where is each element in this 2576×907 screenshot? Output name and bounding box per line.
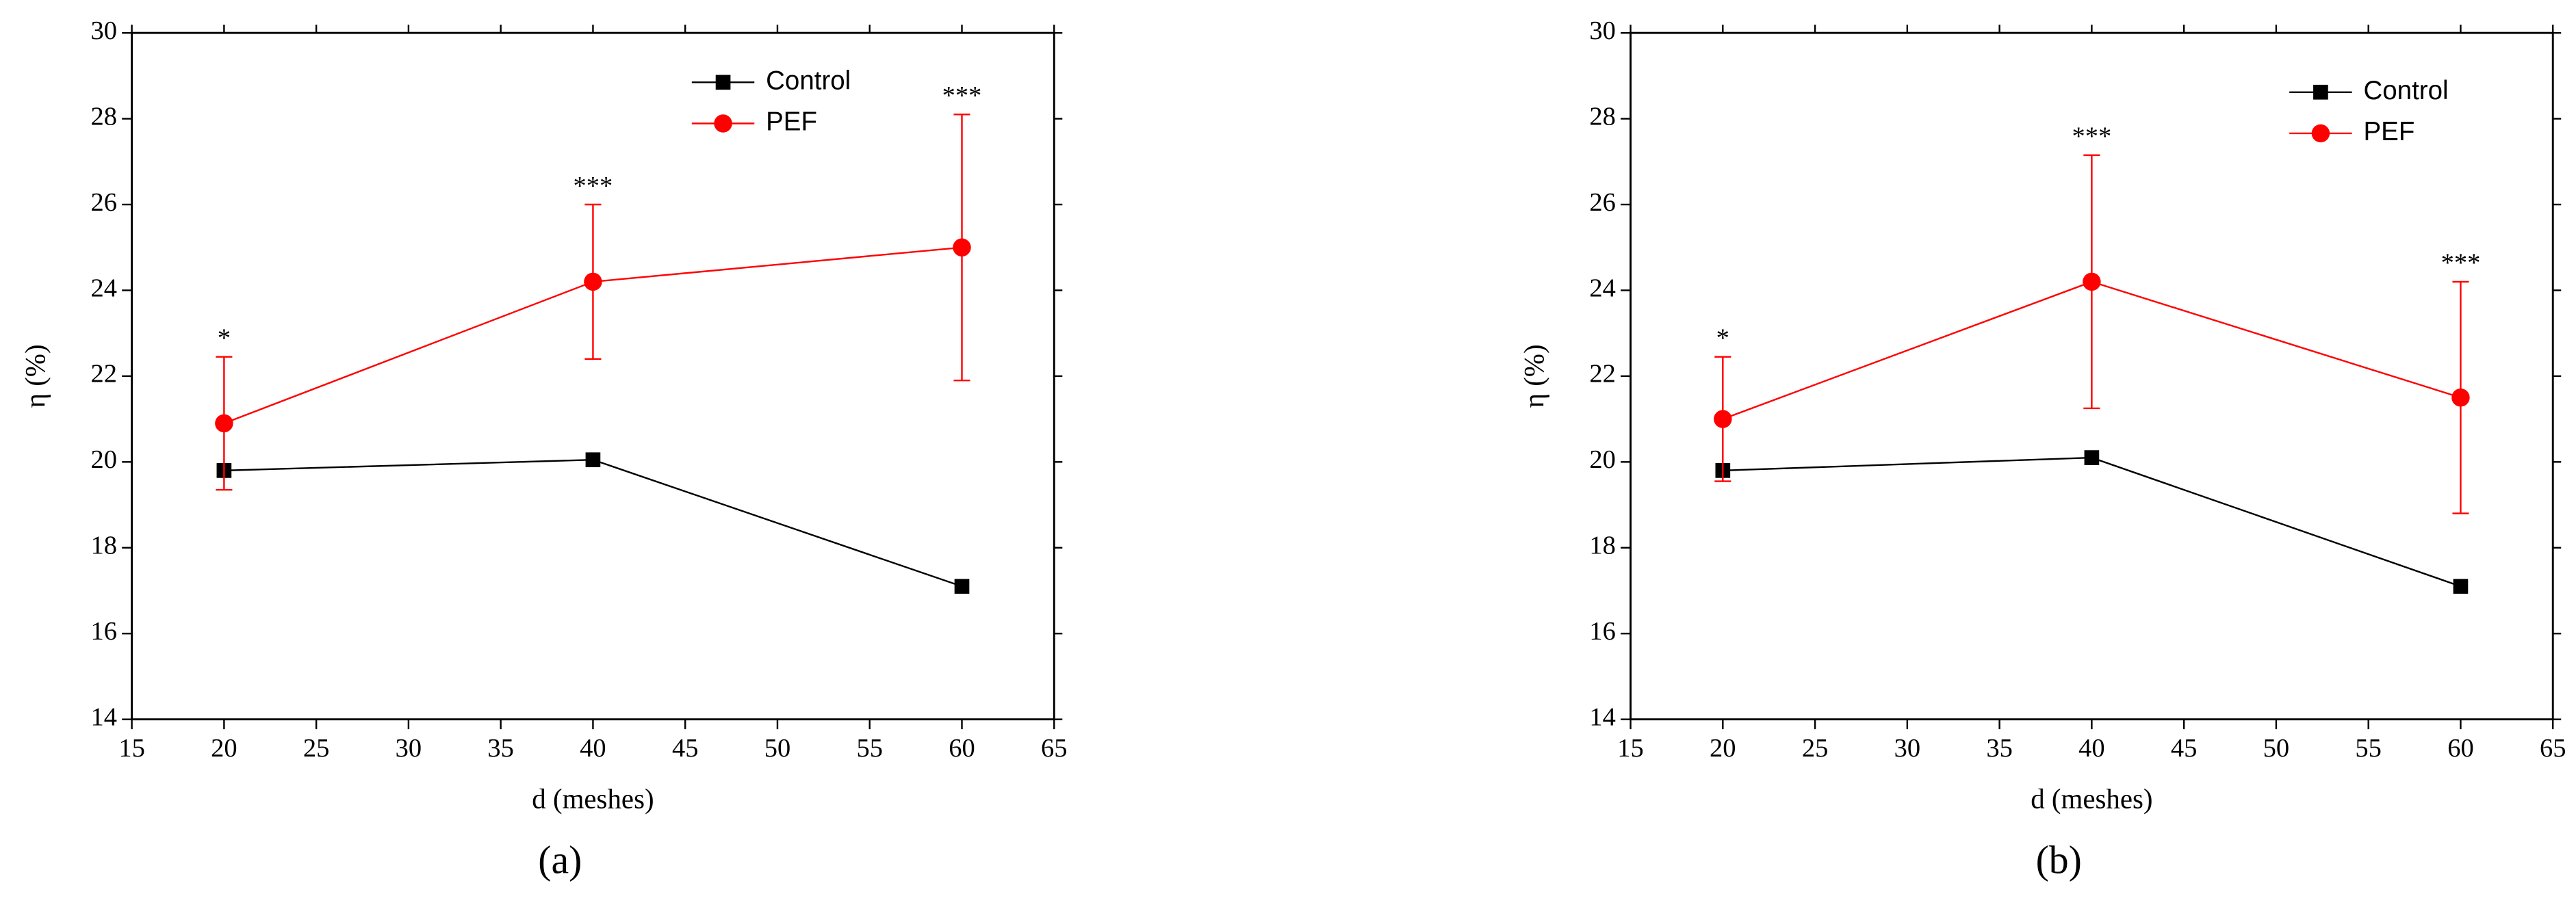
x-tick-label: 50 (764, 734, 791, 763)
y-tick-label: 30 (90, 16, 117, 45)
legend-label: Control (2363, 76, 2448, 105)
x-tick-label: 55 (856, 734, 883, 763)
y-tick-label: 26 (90, 188, 117, 217)
significance-annotation: * (218, 324, 231, 352)
y-tick-label: 20 (1589, 445, 1616, 474)
y-tick-label: 16 (90, 617, 117, 646)
data-point (215, 414, 233, 433)
x-tick-label: 45 (672, 734, 699, 763)
plot-frame (131, 31, 1055, 721)
x-tick-label: 25 (303, 734, 329, 763)
y-tick-label: 28 (90, 102, 117, 131)
y-tick-label: 16 (1589, 617, 1616, 646)
data-point (954, 579, 970, 594)
x-tick-label: 20 (211, 734, 237, 763)
y-tick-label: 26 (1589, 188, 1616, 217)
series-line (224, 458, 962, 588)
x-tick-label: 35 (1986, 734, 2013, 763)
legend-marker (715, 75, 731, 90)
x-tick-label: 15 (118, 734, 145, 763)
significance-annotation: *** (2441, 249, 2481, 278)
legend-marker (714, 114, 732, 133)
x-tick-label: 65 (2540, 734, 2566, 763)
y-tick-label: 18 (90, 531, 117, 560)
data-point (2453, 579, 2469, 594)
data-point (584, 272, 602, 291)
x-tick-label: 35 (487, 734, 514, 763)
legend-marker (2311, 124, 2330, 143)
data-point (1714, 410, 1732, 428)
significance-annotation: *** (2072, 122, 2112, 151)
y-tick-label: 28 (1589, 102, 1616, 131)
y-tick-label: 14 (1589, 702, 1616, 731)
significance-annotation: * (1716, 324, 1729, 352)
y-tick-label: 14 (90, 702, 117, 731)
x-tick-label: 30 (396, 734, 422, 763)
x-tick-label: 50 (2263, 734, 2290, 763)
panel-label: (b) (2036, 839, 2082, 882)
y-axis-label: η (%) (1519, 344, 1549, 408)
y-tick-label: 18 (1589, 531, 1616, 560)
data-point (953, 238, 971, 257)
y-tick-label: 22 (1589, 360, 1616, 389)
legend-label: Control (766, 66, 851, 95)
x-tick-label: 40 (580, 734, 606, 763)
x-tick-label: 15 (1617, 734, 1644, 763)
y-tick-label: 22 (90, 360, 117, 389)
x-tick-label: 55 (2355, 734, 2382, 763)
legend-label: PEF (766, 107, 817, 137)
significance-annotation: *** (942, 81, 982, 110)
series-line (1723, 456, 2461, 588)
x-tick-label: 20 (1710, 734, 1736, 763)
data-point (585, 452, 601, 468)
y-tick-label: 20 (90, 445, 117, 474)
x-tick-label: 60 (2447, 734, 2474, 763)
x-tick-label: 30 (1894, 734, 1921, 763)
data-point (2083, 272, 2101, 291)
y-tick-label: 24 (1589, 274, 1616, 302)
y-axis-label: η (%) (20, 344, 51, 408)
x-tick-label: 40 (2078, 734, 2105, 763)
x-tick-label: 65 (1041, 734, 1067, 763)
legend-marker (2313, 84, 2328, 100)
panel-label: (a) (538, 839, 582, 882)
x-tick-label: 25 (1802, 734, 1829, 763)
x-axis-label: d (meshes) (2031, 783, 2152, 814)
y-tick-label: 30 (1589, 16, 1616, 45)
y-tick-label: 24 (90, 274, 117, 302)
significance-annotation: *** (574, 172, 613, 200)
data-point (2451, 389, 2470, 407)
x-axis-label: d (meshes) (532, 783, 654, 814)
x-tick-label: 60 (949, 734, 975, 763)
x-tick-label: 45 (2171, 734, 2198, 763)
legend-label: PEF (2363, 117, 2414, 146)
data-point (2084, 450, 2100, 465)
